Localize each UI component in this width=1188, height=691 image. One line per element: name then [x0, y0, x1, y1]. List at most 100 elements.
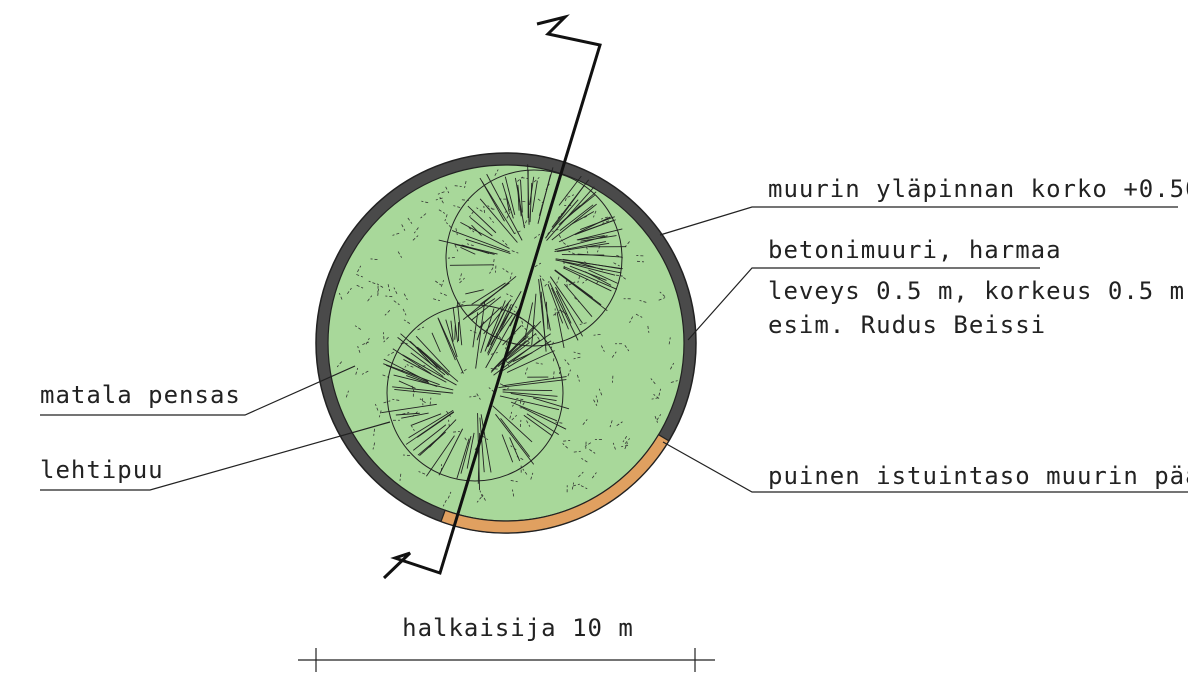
label: betonimuuri, harmaa	[768, 236, 1062, 264]
hatch	[376, 283, 384, 288]
hatch	[555, 259, 622, 274]
hatch	[506, 350, 555, 373]
hatch	[609, 420, 613, 428]
hatch	[437, 317, 456, 361]
hatch	[476, 496, 482, 503]
hatch	[510, 445, 517, 451]
hatch	[381, 403, 437, 414]
hatch	[502, 240, 508, 246]
hatch	[399, 473, 402, 481]
hatch	[504, 176, 516, 216]
hatch	[447, 491, 452, 499]
hatch	[535, 362, 543, 365]
hatch	[354, 325, 362, 330]
hatch	[403, 359, 447, 383]
hatch	[460, 368, 467, 374]
hatch	[598, 388, 603, 396]
hatch	[393, 287, 398, 295]
hatch	[405, 369, 429, 382]
hatch	[578, 235, 605, 241]
hatch	[382, 332, 385, 340]
hatch	[394, 388, 441, 395]
hatch	[484, 300, 506, 352]
hatch	[490, 352, 498, 355]
hatch	[510, 401, 558, 422]
hatch	[459, 273, 462, 281]
hatch	[384, 310, 391, 316]
hatch	[586, 246, 589, 254]
hatch	[650, 378, 656, 385]
hatch	[480, 414, 492, 473]
hatch	[554, 241, 606, 252]
hatch	[540, 291, 547, 352]
hatch	[556, 276, 560, 284]
hatch	[558, 175, 582, 206]
hatch	[408, 410, 454, 439]
hatch	[538, 167, 554, 216]
hatch	[500, 418, 530, 458]
hatch	[557, 212, 563, 219]
hatch	[549, 276, 583, 324]
hatch	[419, 398, 426, 404]
hatch	[402, 308, 407, 316]
hatch	[566, 280, 568, 288]
hatch	[450, 320, 454, 342]
hatch	[562, 443, 569, 449]
hatch	[668, 337, 671, 345]
hatch	[560, 310, 568, 315]
hatch	[505, 193, 510, 212]
hatch	[533, 177, 540, 183]
hatch	[555, 258, 623, 270]
hatch	[431, 332, 441, 353]
hatch	[521, 177, 529, 179]
hatch	[466, 432, 475, 469]
hatch	[487, 303, 515, 356]
hatch	[533, 397, 570, 410]
hatch	[506, 211, 511, 219]
hatch	[375, 403, 379, 411]
hatch	[639, 300, 647, 303]
hatch	[502, 376, 567, 387]
hatch	[392, 348, 432, 375]
hatch	[465, 289, 484, 295]
hatch	[411, 413, 442, 426]
hatch	[656, 414, 662, 421]
hatch	[534, 262, 542, 268]
hatch	[571, 482, 575, 490]
hatch	[355, 367, 359, 375]
hatch	[487, 302, 509, 347]
hatch	[549, 282, 579, 341]
hatch	[477, 413, 480, 490]
hatch	[573, 356, 581, 360]
hatch	[504, 336, 529, 356]
hatch	[433, 298, 441, 302]
hatch	[393, 300, 400, 306]
hatch	[535, 333, 540, 340]
planting-area	[327, 164, 685, 522]
hatch	[621, 444, 629, 448]
hatch	[438, 318, 464, 374]
hatch	[567, 369, 571, 377]
label: matala pensas	[40, 381, 241, 409]
hatch	[435, 280, 442, 286]
hatch	[579, 322, 587, 325]
hatch	[395, 412, 420, 416]
label: puinen istuintaso muurin päällä	[768, 462, 1188, 490]
hatch	[490, 317, 507, 346]
hatch	[495, 314, 513, 338]
hatch	[539, 275, 545, 282]
hatch	[595, 395, 599, 403]
hatch	[481, 435, 489, 441]
hatch	[483, 205, 485, 214]
hatch	[505, 360, 510, 367]
hatch	[658, 297, 666, 301]
hatch	[658, 388, 661, 396]
hatch	[523, 414, 553, 437]
hatch	[526, 413, 559, 436]
hatch	[449, 264, 494, 266]
leader-shrub	[40, 365, 356, 416]
hatch	[506, 293, 513, 298]
hatch	[498, 379, 567, 389]
leader-wall-height	[659, 206, 1178, 236]
hatch	[471, 282, 506, 305]
